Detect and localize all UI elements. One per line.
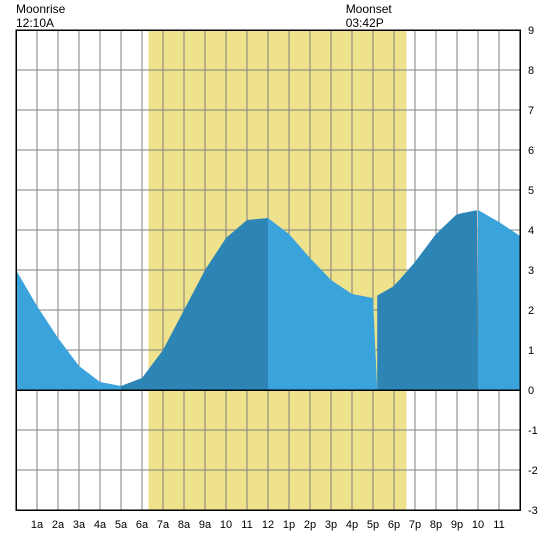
moonset-time: 03:42P (346, 16, 384, 30)
x-tick-label: 4a (94, 519, 107, 531)
x-tick-label: 7p (409, 519, 421, 531)
tide-chart: -3-2-101234567891a2a3a4a5a6a7a8a9a101112… (0, 0, 550, 550)
x-tick-label: 9p (451, 519, 463, 531)
y-tick-label: -3 (528, 505, 538, 517)
y-tick-label: 1 (528, 345, 534, 357)
y-tick-label: 6 (528, 145, 534, 157)
x-tick-label: 5p (367, 519, 379, 531)
x-tick-label: 10 (472, 519, 484, 531)
y-tick-label: 0 (528, 385, 534, 397)
x-tick-label: 3a (73, 519, 86, 531)
y-tick-label: 2 (528, 305, 534, 317)
x-tick-label: 11 (493, 519, 504, 531)
x-tick-label: 5a (115, 519, 128, 531)
x-tick-label: 2p (304, 519, 316, 531)
moonset-label: Moonset 03:42P (346, 2, 392, 31)
x-tick-label: 1a (31, 519, 44, 531)
x-tick-label: 2a (52, 519, 65, 531)
moonset-title: Moonset (346, 2, 392, 16)
moonrise-time: 12:10A (16, 16, 54, 30)
x-tick-label: 11 (241, 519, 252, 531)
y-tick-label: -1 (528, 425, 538, 437)
y-tick-label: 8 (528, 65, 534, 77)
y-tick-label: 7 (528, 105, 534, 117)
y-tick-label: 4 (528, 225, 534, 237)
x-tick-label: 7a (157, 519, 170, 531)
y-tick-label: 5 (528, 185, 534, 197)
x-tick-label: 6p (388, 519, 400, 531)
x-tick-label: 12 (262, 519, 274, 531)
y-tick-label: 3 (528, 265, 534, 277)
x-tick-label: 3p (325, 519, 337, 531)
x-tick-label: 8p (430, 519, 442, 531)
y-tick-label: 9 (528, 25, 534, 37)
moonrise-label: Moonrise 12:10A (16, 2, 65, 31)
x-tick-label: 1p (283, 519, 295, 531)
chart-svg: -3-2-101234567891a2a3a4a5a6a7a8a9a101112… (0, 0, 550, 550)
y-tick-label: -2 (528, 465, 538, 477)
x-tick-label: 8a (178, 519, 191, 531)
moonrise-title: Moonrise (16, 2, 65, 16)
x-tick-label: 9a (199, 519, 212, 531)
x-tick-label: 6a (136, 519, 149, 531)
x-tick-label: 4p (346, 519, 358, 531)
x-tick-label: 10 (220, 519, 232, 531)
